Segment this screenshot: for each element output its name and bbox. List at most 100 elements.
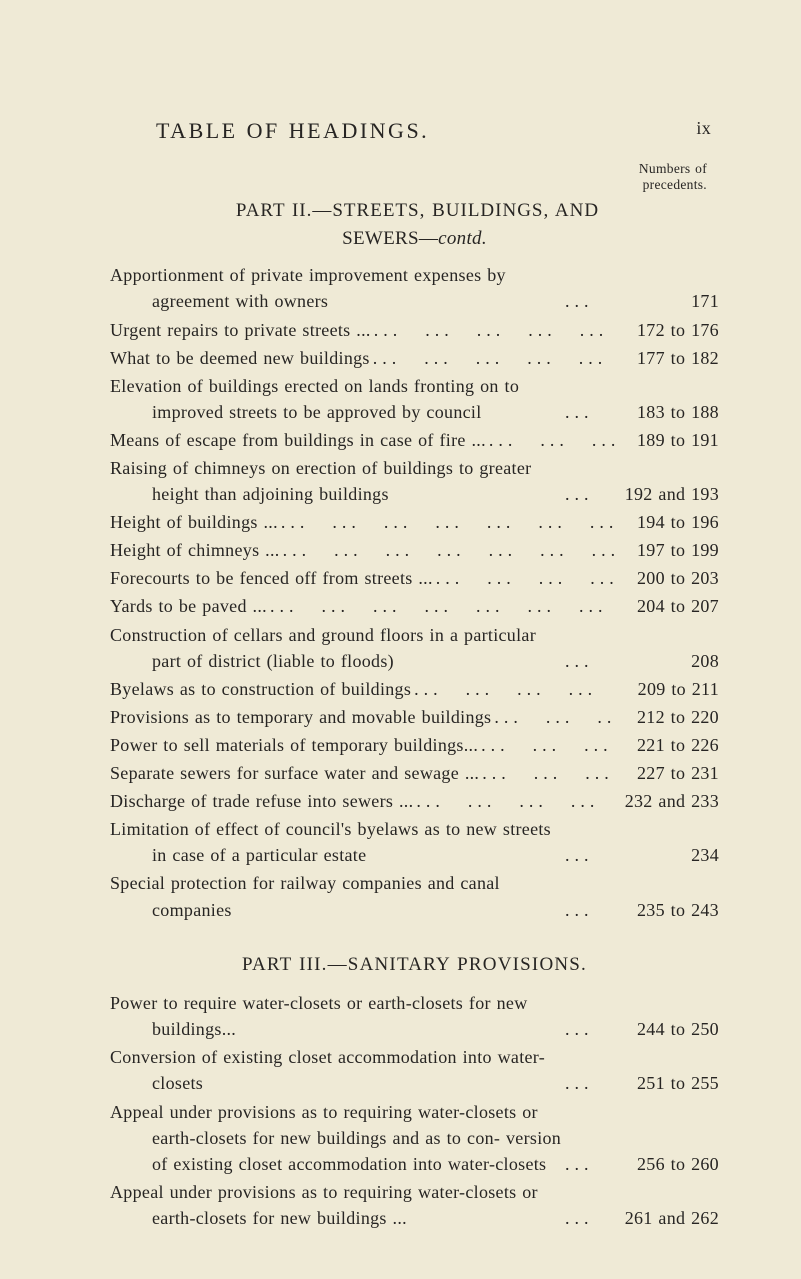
toc-entry-text: Forecourts to be fenced off from streets… <box>110 565 433 591</box>
toc-entry: What to be deemed new buildings... ... .… <box>110 345 719 371</box>
toc-entry: Forecourts to be fenced off from streets… <box>110 565 719 591</box>
part-iii-entries: Power to require water-closets or earth-… <box>110 990 719 1231</box>
toc-entry-range: 204 to 207 <box>615 593 719 619</box>
toc-entry-text: Discharge of trade refuse into sewers ..… <box>110 788 413 814</box>
toc-leader-dots: ... ... ... ... ... ... ... ... ... ... <box>486 427 615 453</box>
toc-leader-dots: ... ... ... ... ... ... ... ... ... ... <box>478 732 615 758</box>
toc-leader-dots: ... ... ... ... ... ... ... ... ... ... <box>562 288 615 314</box>
toc-entry-range: 244 to 250 <box>615 1016 719 1042</box>
toc-entry: Discharge of trade refuse into sewers ..… <box>110 788 719 814</box>
toc-entry-range: 183 to 188 <box>615 399 719 425</box>
toc-leader-dots: ... ... ... ... ... ... ... ... ... ... <box>562 1016 615 1042</box>
toc-entry: Power to require water-closets or earth-… <box>110 990 719 1042</box>
part-ii-subhead: SEWERS—contd. <box>110 225 719 253</box>
toc-entry-range: 256 to 260 <box>615 1151 719 1177</box>
toc-entry: Byelaws as to construction of buildings.… <box>110 676 719 702</box>
subhead-plain: SEWERS— <box>342 228 438 249</box>
part-ii-entries: Apportionment of private improvement exp… <box>110 262 719 922</box>
toc-entry-text: Raising of chimneys on erection of build… <box>110 455 562 507</box>
toc-leader-dots: ... ... ... ... ... ... ... ... ... ... <box>433 565 615 591</box>
toc-entry: Elevation of buildings erected on lands … <box>110 373 719 425</box>
toc-entry-text: What to be deemed new buildings <box>110 345 370 371</box>
toc-entry: Urgent repairs to private streets ......… <box>110 317 719 343</box>
toc-entry: Power to sell materials of temporary bui… <box>110 732 719 758</box>
toc-entry-text: Provisions as to temporary and movable b… <box>110 704 491 730</box>
toc-leader-dots: ... ... ... ... ... ... ... ... ... ... <box>370 345 615 371</box>
preface-line-1: Numbers of <box>639 161 707 176</box>
toc-entry-text: Limitation of effect of council's byelaw… <box>110 816 562 868</box>
toc-entry: Appeal under provisions as to requiring … <box>110 1099 719 1177</box>
toc-leader-dots: ... ... ... ... ... ... ... ... ... ... <box>562 1205 615 1231</box>
toc-entry-text: Byelaws as to construction of buildings <box>110 676 411 702</box>
toc-leader-dots: ... ... ... ... ... ... ... ... ... ... <box>411 676 615 702</box>
toc-leader-dots: ... ... ... ... ... ... ... ... ... ... <box>562 897 615 923</box>
toc-entry-range: 235 to 243 <box>615 897 719 923</box>
toc-entry-text: Power to require water-closets or earth-… <box>110 990 562 1042</box>
toc-leader-dots: ... ... ... ... ... ... ... ... ... ... <box>562 1070 615 1096</box>
toc-entry-text: Yards to be paved ... <box>110 593 267 619</box>
toc-entry-range: 200 to 203 <box>615 565 719 591</box>
toc-entry-text: Means of escape from buildings in case o… <box>110 427 486 453</box>
toc-entry: Yards to be paved ...... ... ... ... ...… <box>110 593 719 619</box>
toc-entry: Separate sewers for surface water and se… <box>110 760 719 786</box>
toc-entry: Limitation of effect of council's byelaw… <box>110 816 719 868</box>
page-header: TABLE OF HEADINGS. ix <box>110 115 719 147</box>
toc-leader-dots: ... ... ... ... ... ... ... ... ... ... <box>562 648 615 674</box>
toc-leader-dots: ... ... ... ... ... ... ... ... ... ... <box>562 399 615 425</box>
toc-leader-dots: ... ... ... ... ... ... ... ... ... ... <box>413 788 615 814</box>
toc-leader-dots: ... ... ... ... ... ... ... ... ... ... <box>280 537 615 563</box>
toc-entry-range: 212 to 220 <box>615 704 719 730</box>
toc-entry-text: Height of buildings ... <box>110 509 278 535</box>
toc-entry-range: 227 to 231 <box>615 760 719 786</box>
toc-entry-range: 234 <box>615 842 719 868</box>
toc-entry-text: Special protection for railway companies… <box>110 870 562 922</box>
toc-entry-text: Power to sell materials of temporary bui… <box>110 732 478 758</box>
toc-leader-dots: ... ... ... ... ... ... ... ... ... ... <box>267 593 615 619</box>
toc-entry-range: 192 and 193 <box>615 481 719 507</box>
toc-entry-text: Separate sewers for surface water and se… <box>110 760 479 786</box>
toc-entry-range: 197 to 199 <box>615 537 719 563</box>
toc-entry-range: 209 to 211 <box>615 676 719 702</box>
preface-line-2: precedents. <box>643 177 707 192</box>
toc-entry-range: 177 to 182 <box>615 345 719 371</box>
numbers-of-precedents-note: Numbers of precedents. <box>110 161 707 193</box>
toc-entry-text: Apportionment of private improvement exp… <box>110 262 562 314</box>
toc-entry-text: Conversion of existing closet accommodat… <box>110 1044 562 1096</box>
page-number: ix <box>696 115 711 147</box>
toc-entry-range: 172 to 176 <box>615 317 719 343</box>
toc-entry: Special protection for railway companies… <box>110 870 719 922</box>
toc-entry: Conversion of existing closet accommodat… <box>110 1044 719 1096</box>
toc-entry-range: 171 <box>615 288 719 314</box>
running-title: TABLE OF HEADINGS. <box>156 115 429 147</box>
toc-entry: Provisions as to temporary and movable b… <box>110 704 719 730</box>
toc-entry-text: Appeal under provisions as to requiring … <box>110 1179 562 1231</box>
toc-entry: Apportionment of private improvement exp… <box>110 262 719 314</box>
subhead-italic: contd. <box>438 228 487 249</box>
toc-entry: Means of escape from buildings in case o… <box>110 427 719 453</box>
toc-entry: Raising of chimneys on erection of build… <box>110 455 719 507</box>
toc-entry: Height of buildings ...... ... ... ... .… <box>110 509 719 535</box>
toc-entry-text: Urgent repairs to private streets ... <box>110 317 371 343</box>
toc-leader-dots: ... ... ... ... ... ... ... ... ... ... <box>491 704 615 730</box>
toc-entry-range: 221 to 226 <box>615 732 719 758</box>
toc-entry-range: 189 to 191 <box>615 427 719 453</box>
toc-leader-dots: ... ... ... ... ... ... ... ... ... ... <box>371 317 615 343</box>
toc-entry: Appeal under provisions as to requiring … <box>110 1179 719 1231</box>
toc-entry: Construction of cellars and ground floor… <box>110 622 719 674</box>
toc-entry-range: 251 to 255 <box>615 1070 719 1096</box>
part-iii-title: PART III.—SANITARY PROVISIONS. <box>110 951 719 979</box>
toc-leader-dots: ... ... ... ... ... ... ... ... ... ... <box>562 1151 615 1177</box>
toc-leader-dots: ... ... ... ... ... ... ... ... ... ... <box>562 481 615 507</box>
toc-entry-text: Construction of cellars and ground floor… <box>110 622 562 674</box>
toc-leader-dots: ... ... ... ... ... ... ... ... ... ... <box>278 509 615 535</box>
toc-leader-dots: ... ... ... ... ... ... ... ... ... ... <box>562 842 615 868</box>
toc-entry-range: 261 and 262 <box>615 1205 719 1231</box>
toc-entry-range: 194 to 196 <box>615 509 719 535</box>
part-ii-title: PART II.—STREETS, BUILDINGS, AND <box>110 197 719 225</box>
toc-entry-text: Appeal under provisions as to requiring … <box>110 1099 562 1177</box>
toc-entry: Height of chimneys ...... ... ... ... ..… <box>110 537 719 563</box>
toc-entry-range: 208 <box>615 648 719 674</box>
toc-entry-text: Height of chimneys ... <box>110 537 280 563</box>
toc-leader-dots: ... ... ... ... ... ... ... ... ... ... <box>479 760 615 786</box>
toc-entry-range: 232 and 233 <box>615 788 719 814</box>
